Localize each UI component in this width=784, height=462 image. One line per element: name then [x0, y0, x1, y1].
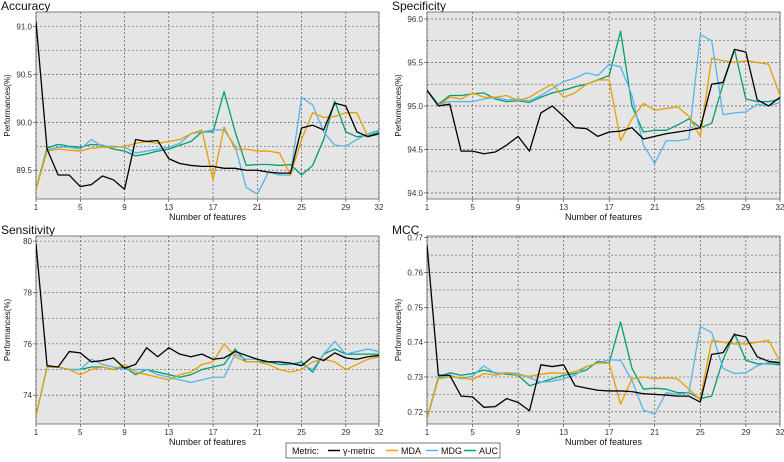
plot-area [35, 235, 380, 425]
x-tick-label: 25 [297, 428, 306, 437]
x-tick-label: 25 [696, 428, 705, 437]
legend-label-mdg: MDG [441, 446, 462, 456]
y-tick-label: 91.0 [16, 22, 32, 31]
y-tick-label: 74 [23, 391, 32, 400]
y-axis-label: Performances(%) [3, 299, 12, 362]
legend-label-gamma-metric: γ-metric [343, 446, 375, 456]
x-tick-label: 32 [375, 428, 384, 437]
x-axis-label: Number of features [565, 212, 643, 222]
series-line-mda [427, 339, 780, 419]
panel-sensitivity: Sensitivity 74 76 78 80 1 5 9 13 17 21 25 29 32 Number… [1, 223, 384, 447]
y-tick-label: 95.5 [407, 58, 423, 67]
x-tick-label: 29 [741, 428, 750, 437]
x-tick-label: 17 [605, 203, 614, 212]
panel-mcc: MCC 0.72 0.73 0.74 0.75 0.76 0.77 1 5 9 13 17 21 25 29… [392, 223, 784, 447]
x-tick-label: 13 [559, 203, 568, 212]
panel-title: Specificity [392, 0, 446, 13]
x-tick-label: 5 [470, 203, 475, 212]
y-tick-label: 76 [23, 340, 32, 349]
legend-label-mda: MDA [401, 446, 421, 456]
y-tick-label: 90.5 [16, 70, 32, 79]
y-tick-label: 0.72 [407, 408, 423, 417]
x-tick-label: 32 [776, 203, 784, 212]
series-line-mdg [36, 96, 379, 195]
y-tick-label: 89.5 [16, 166, 32, 175]
x-tick-label: 21 [650, 428, 659, 437]
x-tick-label: 21 [253, 203, 262, 212]
y-tick-label: 0.76 [407, 269, 423, 278]
panel-title: MCC [392, 223, 420, 237]
y-tick-label: 94.0 [407, 189, 423, 198]
y-tick-label: 95.0 [407, 102, 423, 111]
x-tick-label: 25 [696, 203, 705, 212]
y-axis-label: Performances(%) [394, 299, 403, 362]
x-tick-label: 29 [341, 428, 350, 437]
series-line-auc [36, 90, 379, 190]
x-tick-label: 25 [297, 203, 306, 212]
x-tick-label: 13 [164, 203, 173, 212]
x-tick-label: 5 [78, 203, 83, 212]
series-line-mdg [36, 340, 379, 416]
plot-area [426, 235, 781, 425]
x-tick-label: 17 [605, 428, 614, 437]
x-tick-label: 5 [470, 428, 475, 437]
y-axis-label: Performances(%) [394, 74, 403, 137]
x-tick-label: 9 [122, 203, 127, 212]
legend: Metric: γ-metric MDA MDG AUC [285, 442, 501, 459]
series-line-mdg [427, 325, 780, 419]
y-tick-label: 78 [23, 289, 32, 298]
panel-accuracy: Accuracy 89.5 90.0 90.5 91.0 1 5 9 13 17 21 25 29 32 N… [1, 0, 384, 222]
y-tick-label: 0.75 [407, 303, 423, 312]
y-tick-label: 0.77 [407, 234, 423, 243]
x-tick-label: 1 [34, 203, 39, 212]
series-group [36, 243, 379, 416]
x-tick-label: 9 [122, 428, 127, 437]
series-group [427, 244, 780, 419]
x-tick-label: 5 [78, 428, 83, 437]
x-tick-label: 29 [741, 203, 750, 212]
legend-title: Metric: [292, 446, 319, 456]
series-line-gamma-metric [427, 244, 780, 412]
x-axis-label: Number of features [169, 212, 247, 222]
x-axis-label: Number of features [169, 437, 247, 447]
x-tick-label: 1 [34, 428, 39, 437]
x-tick-label: 13 [559, 428, 568, 437]
panel-specificity: Specificity 94.0 94.5 95.0 95.5 96.0 1 5 9 13 17 21… [392, 0, 784, 222]
series-group [36, 21, 379, 195]
y-tick-label: 0.74 [407, 338, 423, 347]
x-tick-label: 1 [425, 203, 430, 212]
series-group [427, 30, 780, 164]
series-line-auc [427, 30, 780, 133]
x-tick-label: 17 [209, 203, 218, 212]
series-line-auc [427, 321, 780, 419]
y-tick-label: 94.5 [407, 145, 423, 154]
x-tick-label: 21 [650, 203, 659, 212]
x-tick-label: 21 [253, 428, 262, 437]
x-tick-label: 32 [776, 428, 784, 437]
series-line-gamma-metric [427, 48, 780, 155]
x-tick-label: 13 [164, 428, 173, 437]
x-tick-label: 17 [209, 428, 218, 437]
series-line-mdg [427, 33, 780, 164]
y-axis-label: Performances(%) [3, 74, 12, 137]
y-tick-label: 96.0 [407, 15, 423, 24]
series-line-mda [427, 57, 780, 142]
plot-area [35, 11, 380, 200]
x-tick-label: 9 [516, 428, 521, 437]
x-tick-label: 1 [425, 428, 430, 437]
legend-label-auc: AUC [479, 446, 499, 456]
y-tick-label: 90.0 [16, 118, 32, 127]
y-tick-label: 80 [23, 237, 32, 246]
panel-title: Sensitivity [1, 223, 55, 237]
x-tick-label: 32 [375, 203, 384, 212]
x-axis-label: Number of features [565, 437, 643, 447]
series-line-gamma-metric [36, 243, 379, 369]
series-line-mda [36, 112, 379, 190]
y-tick-label: 0.73 [407, 373, 423, 382]
series-line-gamma-metric [36, 21, 379, 191]
x-tick-label: 9 [516, 203, 521, 212]
panel-title: Accuracy [1, 0, 50, 13]
x-tick-label: 29 [341, 203, 350, 212]
